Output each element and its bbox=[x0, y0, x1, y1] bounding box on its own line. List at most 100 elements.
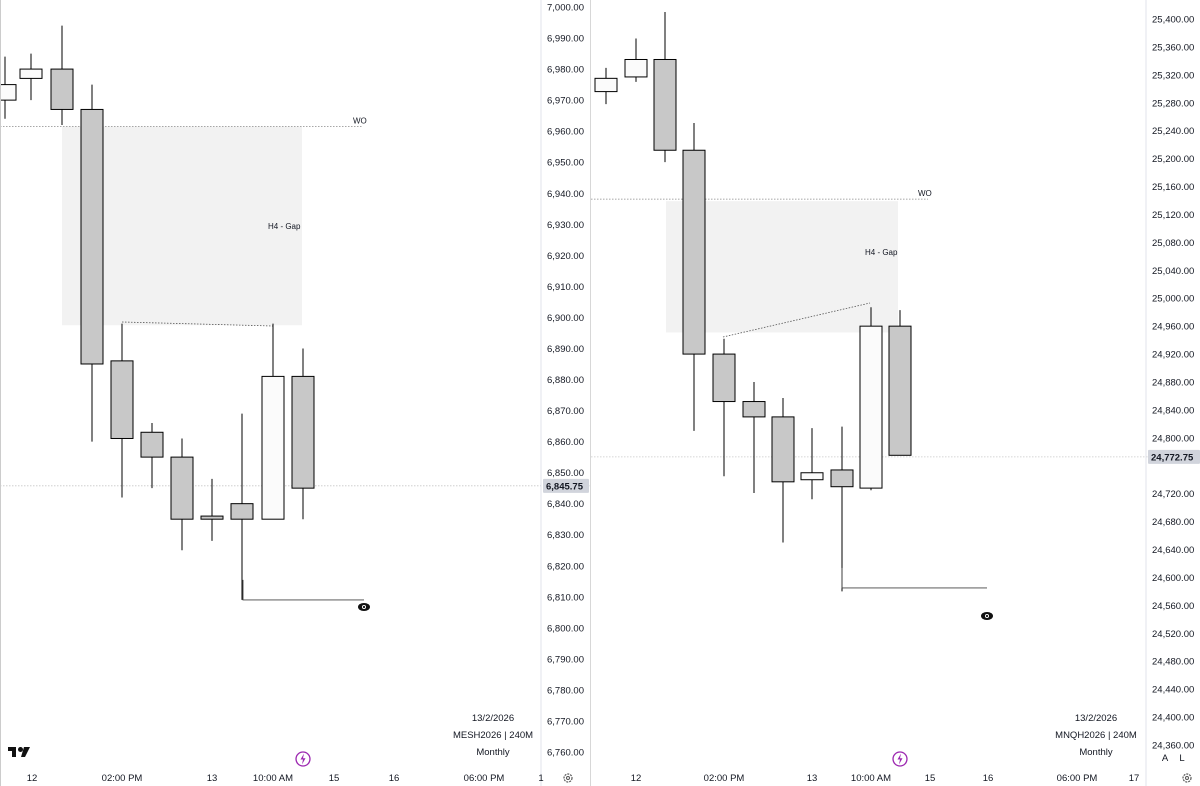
y-tick-label: 6,800.00 bbox=[547, 623, 584, 634]
gear-inner bbox=[566, 776, 570, 780]
candle[interactable] bbox=[653, 12, 677, 163]
y-tick-label: 6,850.00 bbox=[547, 468, 584, 479]
x-tick-label: 13 bbox=[807, 773, 818, 784]
trend-line[interactable] bbox=[722, 302, 871, 338]
gear-inner bbox=[1185, 776, 1189, 780]
info-symbol: MESH2026 | 240M bbox=[453, 730, 533, 741]
lightning-ring bbox=[295, 751, 311, 767]
y-tick-label: 24,800.00 bbox=[1152, 433, 1194, 444]
candle-body bbox=[624, 58, 648, 78]
eye-icon[interactable] bbox=[358, 603, 370, 611]
y-tick-label: 6,970.00 bbox=[547, 96, 584, 107]
y-tick-label: 25,200.00 bbox=[1152, 154, 1194, 165]
candle-body bbox=[830, 469, 854, 488]
candle[interactable] bbox=[291, 348, 315, 520]
x-tick-label: 10:00 AM bbox=[851, 773, 891, 784]
y-tick-label: 6,910.00 bbox=[547, 282, 584, 293]
y-tick-label: 6,900.00 bbox=[547, 313, 584, 324]
candle[interactable] bbox=[830, 426, 854, 592]
y-tick-label: 6,760.00 bbox=[547, 748, 584, 759]
y-tick-label: 6,930.00 bbox=[547, 220, 584, 231]
y-tick-label: 24,520.00 bbox=[1152, 629, 1194, 640]
eye-icon[interactable] bbox=[981, 612, 993, 620]
info-date: 13/2/2026 bbox=[1075, 713, 1117, 724]
candle[interactable] bbox=[712, 338, 736, 477]
x-tick-label: 16 bbox=[983, 773, 994, 784]
y-tick-label: 24,480.00 bbox=[1152, 657, 1194, 668]
lightning-ring bbox=[892, 751, 908, 767]
x-tick-label: 17 bbox=[1129, 773, 1140, 784]
y-tick-label: 6,940.00 bbox=[547, 189, 584, 200]
candle-body bbox=[771, 416, 795, 483]
low-line[interactable] bbox=[242, 579, 364, 601]
y-tick-label: 6,980.00 bbox=[547, 65, 584, 76]
y-tick-label: 25,040.00 bbox=[1152, 266, 1194, 277]
lightning-icon[interactable] bbox=[295, 751, 311, 767]
y-tick-label: 6,870.00 bbox=[547, 406, 584, 417]
x-tick-label: 15 bbox=[925, 773, 936, 784]
candle[interactable] bbox=[859, 307, 883, 491]
eye-pupil bbox=[985, 614, 989, 618]
candle-body bbox=[50, 68, 74, 110]
chart-panel-mes[interactable]: H4 - Gap WO 7,000.00 6,990.00 6,980.00 6,970.… bbox=[0, 0, 590, 786]
candle-body bbox=[261, 375, 285, 520]
candle-body bbox=[200, 515, 224, 520]
x-tick-label: 02:00 PM bbox=[704, 773, 745, 784]
candle[interactable] bbox=[742, 382, 766, 493]
candle[interactable] bbox=[140, 422, 164, 489]
candle[interactable] bbox=[624, 38, 648, 82]
candle[interactable] bbox=[110, 323, 134, 498]
lightning-icon[interactable] bbox=[892, 751, 908, 767]
y-tick-label: 25,240.00 bbox=[1152, 126, 1194, 137]
y-tick-label: 6,770.00 bbox=[547, 716, 584, 727]
candle[interactable] bbox=[200, 478, 224, 541]
candle[interactable] bbox=[771, 398, 795, 543]
candle-body bbox=[800, 472, 824, 481]
y-tick-label: 6,780.00 bbox=[547, 685, 584, 696]
candle[interactable] bbox=[888, 310, 912, 456]
y-tick-label: 6,950.00 bbox=[547, 158, 584, 169]
last-price-badge bbox=[1148, 449, 1200, 464]
candle[interactable] bbox=[261, 323, 285, 520]
candle[interactable] bbox=[0, 56, 17, 119]
candle-body bbox=[230, 503, 254, 520]
y-tick-label: 7,000.00 bbox=[547, 3, 584, 14]
candle[interactable] bbox=[230, 413, 254, 600]
candle[interactable] bbox=[50, 25, 74, 125]
wo-label: WO bbox=[918, 189, 932, 198]
y-tick-label: 24,400.00 bbox=[1152, 713, 1194, 724]
y-tick-label: 6,920.00 bbox=[547, 251, 584, 262]
candle[interactable] bbox=[170, 438, 194, 551]
y-tick-label: 24,440.00 bbox=[1152, 685, 1194, 696]
candle[interactable] bbox=[682, 123, 706, 431]
y-tick-label: 6,860.00 bbox=[547, 437, 584, 448]
y-tick-label: 6,960.00 bbox=[547, 127, 584, 138]
trend-line[interactable] bbox=[121, 321, 274, 327]
tradingview-logo[interactable] bbox=[8, 747, 30, 757]
chart-panel-mnq[interactable]: H4 - Gap WO 25,400.00 25,360.00 25,320.00 25,… bbox=[591, 0, 1200, 786]
candle-body bbox=[110, 360, 134, 439]
gap-label: H4 - Gap bbox=[865, 248, 898, 257]
y-tick-label: 24,360.00 bbox=[1152, 741, 1194, 752]
candle[interactable] bbox=[594, 67, 618, 105]
candle-body bbox=[291, 375, 315, 489]
candle-body bbox=[140, 431, 164, 458]
candle[interactable] bbox=[800, 428, 824, 500]
x-tick-label: 1 bbox=[538, 773, 543, 784]
info-symbol: MNQH2026 | 240M bbox=[1055, 730, 1137, 741]
candle[interactable] bbox=[19, 53, 43, 101]
info-date: 13/2/2026 bbox=[472, 713, 514, 724]
candle-body bbox=[594, 77, 618, 93]
gear-icon[interactable] bbox=[1182, 773, 1192, 783]
logo-part-dot bbox=[18, 747, 23, 752]
gear-icon[interactable] bbox=[563, 773, 573, 783]
y-tick-label: 25,400.00 bbox=[1152, 15, 1194, 26]
wo-label: WO bbox=[353, 117, 367, 126]
low-line[interactable] bbox=[841, 567, 987, 589]
info-period: Monthly bbox=[1079, 747, 1113, 758]
x-tick-label: 16 bbox=[389, 773, 400, 784]
candle-body bbox=[0, 84, 17, 101]
candle[interactable] bbox=[80, 84, 104, 442]
axis-button-l: L bbox=[1179, 753, 1184, 764]
